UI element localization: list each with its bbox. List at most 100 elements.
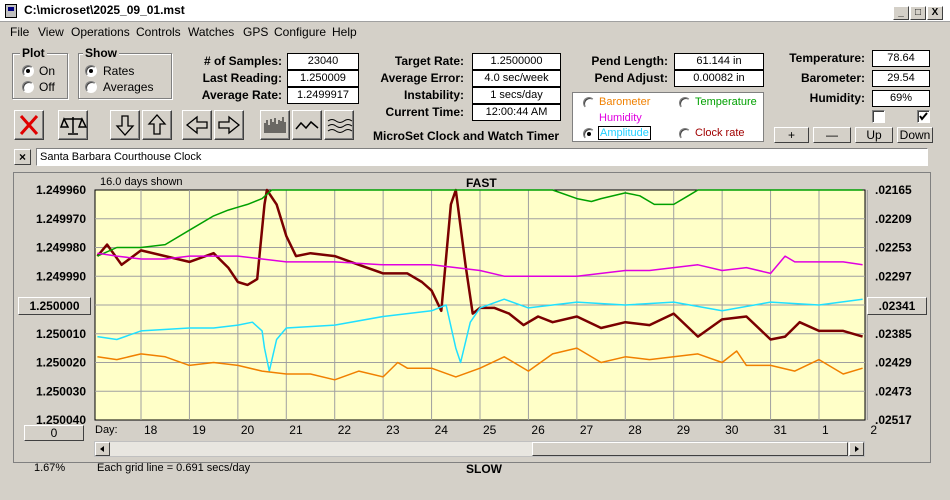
- samples-label: # of Samples:: [203, 54, 282, 68]
- menu-help[interactable]: Help: [332, 25, 357, 39]
- y-tick-label-left: 1.249990: [36, 269, 86, 283]
- humidity-checkbox-right[interactable]: [917, 110, 930, 123]
- series-line-humidity: [97, 252, 863, 277]
- arrow-left-icon: [185, 115, 208, 135]
- last-reading-label: Last Reading:: [202, 71, 282, 85]
- bars-view-button[interactable]: [260, 110, 290, 140]
- target-rate-label: Target Rate:: [394, 54, 464, 68]
- triangle-right-icon: [855, 446, 859, 452]
- humidity-label: Humidity:: [809, 91, 865, 105]
- plot-on-radio[interactable]: [22, 65, 34, 77]
- menu-configure[interactable]: Configure: [274, 25, 327, 39]
- zero-button[interactable]: 0: [24, 425, 84, 441]
- series-line-amplitude: [97, 298, 863, 372]
- center-left-button[interactable]: 1.250000: [18, 297, 91, 315]
- x-tick-label: 29: [677, 423, 691, 437]
- amplitude-radio[interactable]: [583, 128, 595, 140]
- series-line-clock-rate: [96, 188, 863, 341]
- y-tick-label-right: .02473: [875, 384, 912, 398]
- balance-scale-icon: [59, 117, 87, 135]
- temperature-option: Temperature: [695, 96, 757, 108]
- x-tick-label: 30: [725, 423, 739, 437]
- instability-label: Instability:: [403, 88, 464, 102]
- menu-controls[interactable]: Controls: [136, 25, 181, 39]
- brand-label: MicroSet Clock and Watch Timer: [373, 129, 560, 143]
- plot-group-title: Plot: [20, 46, 47, 60]
- y-tick-label-left: 1.249960: [36, 183, 86, 197]
- temperature-label: Temperature:: [789, 51, 865, 65]
- series-selector: Barometer Temperature Humidity Amplitude…: [572, 92, 764, 142]
- plus-button[interactable]: +: [774, 127, 809, 143]
- scroll-up-button[interactable]: [142, 110, 172, 140]
- minus-button[interactable]: —: [813, 127, 851, 143]
- show-group-title: Show: [83, 46, 119, 60]
- y-tick-label-left: 1.250030: [36, 384, 86, 398]
- menu-gps[interactable]: GPS: [243, 25, 269, 39]
- day-axis-label: Day:: [95, 424, 118, 436]
- show-averages-radio[interactable]: [85, 81, 97, 93]
- y-tick-label-right: .02297: [875, 269, 912, 283]
- barometer-option: Barometer: [599, 96, 651, 108]
- multi-wave-view-button[interactable]: [324, 110, 354, 140]
- title-bar: C:\microset\2025_09_01.mst _ □ X: [0, 0, 950, 22]
- plot-off-radio[interactable]: [22, 81, 34, 93]
- menu-watches[interactable]: Watches: [188, 25, 235, 39]
- menu-view[interactable]: View: [38, 25, 64, 39]
- multi-wave-icon: [327, 119, 353, 133]
- center-right-button[interactable]: .02341: [867, 297, 927, 315]
- arrow-right-icon: [218, 115, 241, 135]
- clear-name-button[interactable]: ×: [14, 149, 31, 165]
- slow-label: SLOW: [466, 462, 502, 476]
- scroll-left-button[interactable]: [182, 110, 212, 140]
- maximize-button[interactable]: □: [910, 6, 926, 20]
- pend-length-field: 61.144 in: [674, 53, 764, 70]
- y-tick-label-right: .02517: [875, 413, 912, 427]
- show-averages-label: Averages: [103, 80, 154, 94]
- menu-bar: File View Operations Controls Watches GP…: [0, 22, 950, 42]
- y-tick-label-right: .02165: [875, 183, 912, 197]
- instability-field: 1 secs/day: [472, 87, 561, 104]
- x-tick-label: 31: [774, 423, 788, 437]
- down-button[interactable]: Down: [897, 127, 933, 143]
- temperature-radio[interactable]: [679, 97, 691, 109]
- plot-off-label: Off: [39, 80, 55, 94]
- wave-view-button[interactable]: [292, 110, 322, 140]
- x-tick-label: 2: [870, 423, 877, 437]
- y-tick-label-left: 1.250040: [36, 413, 86, 427]
- show-rates-radio[interactable]: [85, 65, 97, 77]
- average-error-label: Average Error:: [380, 71, 464, 85]
- menu-operations[interactable]: Operations: [71, 25, 130, 39]
- percent-label: 1.67%: [34, 462, 66, 474]
- y-tick-label-right: .02429: [875, 356, 912, 370]
- barometer-radio[interactable]: [583, 97, 595, 109]
- close-button[interactable]: X: [927, 6, 943, 20]
- y-tick-label-right: .02253: [875, 241, 912, 255]
- clockrate-option: Clock rate: [695, 127, 745, 139]
- scroll-thumb[interactable]: [532, 442, 848, 456]
- temperature-field: 78.64: [872, 50, 930, 67]
- menu-file[interactable]: File: [10, 25, 30, 39]
- clockrate-radio[interactable]: [679, 128, 691, 140]
- x-tick-label: 18: [144, 423, 158, 437]
- minimize-button[interactable]: _: [893, 6, 909, 20]
- clock-name-input[interactable]: Santa Barbara Courthouse Clock: [36, 148, 928, 166]
- pend-adjust-label: Pend Adjust:: [594, 71, 668, 85]
- plot-on-label: On: [39, 64, 56, 78]
- arrow-up-icon: [147, 114, 167, 135]
- current-time-field: 12:00:44 AM: [472, 104, 561, 121]
- check-icon: [919, 112, 928, 121]
- scroll-left-arrow[interactable]: [95, 442, 110, 456]
- average-error-field: 4.0 sec/week: [472, 70, 561, 87]
- barometer-label: Barometer:: [800, 71, 865, 85]
- stop-button[interactable]: [14, 110, 44, 140]
- scroll-right-button[interactable]: [214, 110, 244, 140]
- up-button[interactable]: Up: [855, 127, 893, 143]
- humidity-checkbox-left[interactable]: [872, 110, 885, 123]
- balance-button[interactable]: [58, 110, 88, 140]
- series-line-temperature: [97, 189, 863, 257]
- chart-scrollbar[interactable]: [94, 441, 865, 457]
- scroll-right-arrow[interactable]: [849, 442, 864, 456]
- last-reading-field: 1.250009: [287, 70, 359, 87]
- scroll-down-button[interactable]: [110, 110, 140, 140]
